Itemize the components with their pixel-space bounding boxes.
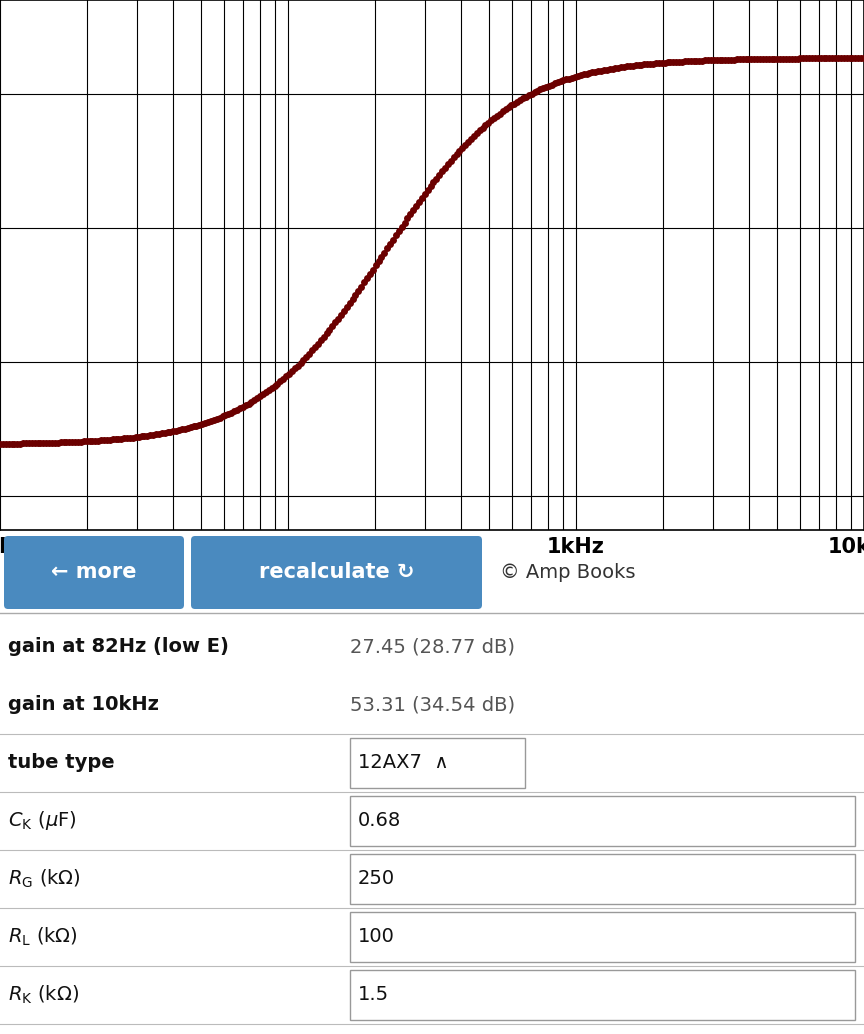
Text: $R_\mathrm{K}\ (\mathrm{k}\Omega)$: $R_\mathrm{K}\ (\mathrm{k}\Omega)$ xyxy=(8,983,79,1006)
Text: 27.45 (28.77 dB): 27.45 (28.77 dB) xyxy=(350,638,515,657)
Bar xyxy=(350,912,855,962)
Text: $R_\mathrm{G}\ (\mathrm{k}\Omega)$: $R_\mathrm{G}\ (\mathrm{k}\Omega)$ xyxy=(8,868,80,890)
Bar xyxy=(350,970,855,1020)
Bar xyxy=(350,854,855,904)
Text: 53.31 (34.54 dB): 53.31 (34.54 dB) xyxy=(350,696,515,714)
Text: 12AX7  ∧: 12AX7 ∧ xyxy=(358,754,448,772)
Text: gain at 82Hz (low E): gain at 82Hz (low E) xyxy=(8,638,229,657)
FancyBboxPatch shape xyxy=(191,536,482,609)
Bar xyxy=(350,738,525,788)
Text: 1.5: 1.5 xyxy=(358,985,389,1004)
Text: ← more: ← more xyxy=(51,562,137,582)
Bar xyxy=(350,796,855,846)
Text: 0.68: 0.68 xyxy=(358,812,401,830)
Text: $C_\mathrm{K}\ (\mu\mathrm{F})$: $C_\mathrm{K}\ (\mu\mathrm{F})$ xyxy=(8,810,77,832)
Text: recalculate ↻: recalculate ↻ xyxy=(258,562,414,582)
Text: © Amp Books: © Amp Books xyxy=(500,562,636,582)
Text: $R_\mathrm{L}\ (\mathrm{k}\Omega)$: $R_\mathrm{L}\ (\mathrm{k}\Omega)$ xyxy=(8,925,78,948)
FancyBboxPatch shape xyxy=(4,536,184,609)
Text: 100: 100 xyxy=(358,927,395,946)
Text: gain at 10kHz: gain at 10kHz xyxy=(8,696,159,714)
Text: 250: 250 xyxy=(358,870,395,888)
Text: tube type: tube type xyxy=(8,754,115,772)
